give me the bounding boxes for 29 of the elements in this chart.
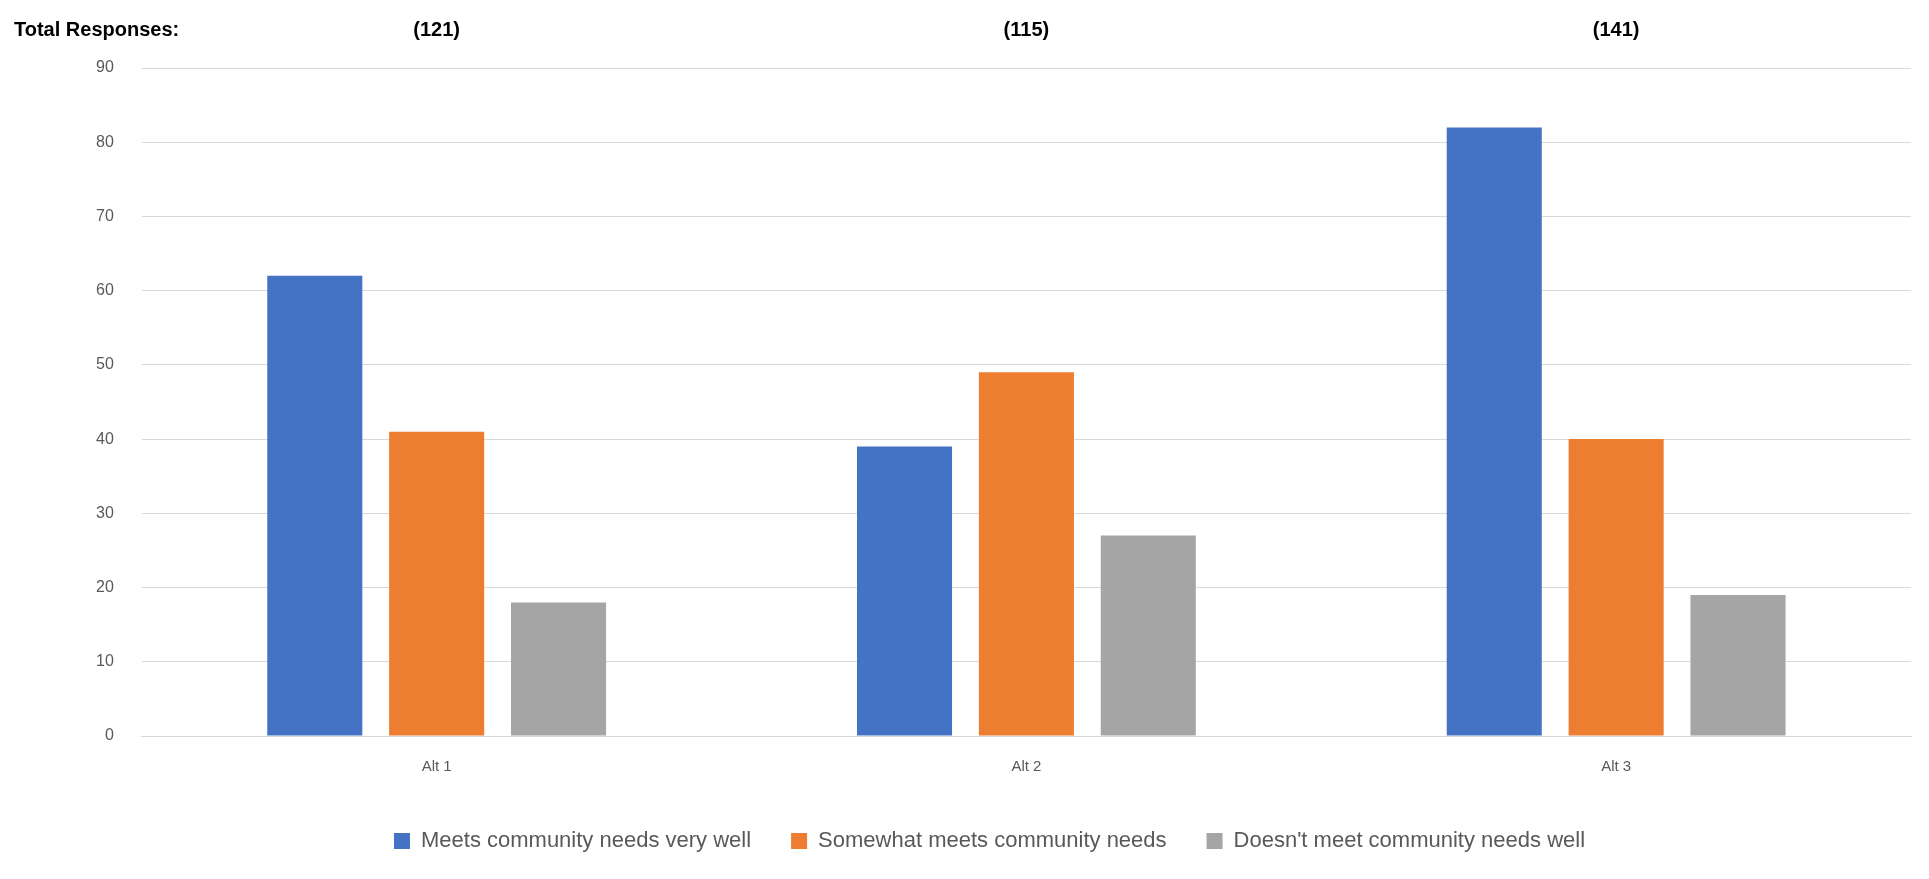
bar bbox=[1100, 535, 1196, 736]
text: (115) bbox=[1003, 17, 1050, 40]
bar bbox=[389, 431, 485, 736]
y-tick-label: 70 bbox=[96, 206, 114, 224]
y-tick-label: 60 bbox=[96, 281, 114, 299]
y-tick-label: 90 bbox=[96, 58, 114, 76]
bar bbox=[511, 602, 607, 736]
y-tick-label: 10 bbox=[96, 652, 114, 670]
bar bbox=[267, 275, 363, 736]
x-tick-label: Alt 3 bbox=[1601, 757, 1632, 775]
legend-label: Doesn't meet community needs well bbox=[1233, 827, 1586, 853]
y-tick-label: 80 bbox=[96, 132, 114, 150]
bar bbox=[1446, 127, 1542, 736]
y-tick-label: 40 bbox=[96, 429, 114, 447]
bar bbox=[978, 372, 1074, 736]
legend-label: Somewhat meets community needs bbox=[818, 827, 1167, 853]
bar bbox=[1690, 594, 1786, 736]
legend-label: Meets community needs very well bbox=[420, 827, 752, 853]
x-tick-label: Alt 1 bbox=[421, 757, 452, 775]
text: (141) bbox=[1592, 17, 1640, 40]
text: (121) bbox=[413, 17, 461, 40]
text: Total Responses: bbox=[14, 17, 180, 40]
bar bbox=[856, 446, 953, 736]
bar bbox=[1568, 439, 1664, 736]
y-tick-label: 20 bbox=[96, 577, 114, 595]
y-tick-label: 30 bbox=[96, 503, 114, 521]
x-tick-label: Alt 2 bbox=[1011, 757, 1042, 775]
y-tick-label: 50 bbox=[96, 355, 114, 373]
y-tick-label: 0 bbox=[104, 726, 114, 744]
